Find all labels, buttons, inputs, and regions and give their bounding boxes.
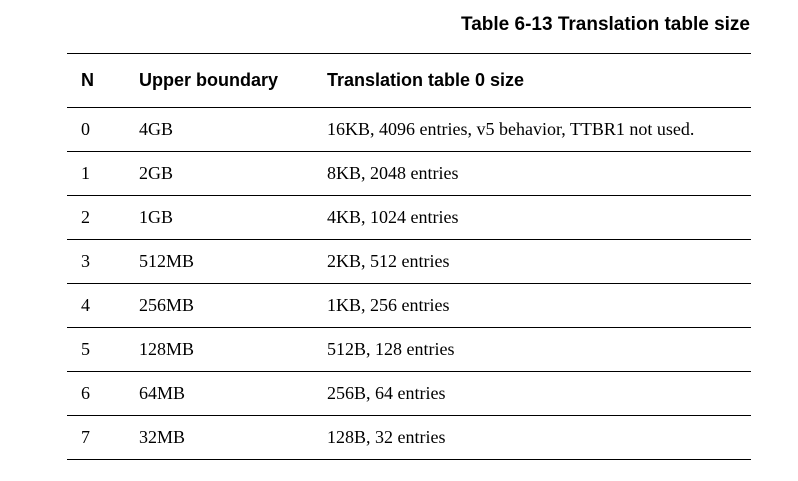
cell-table-size: 256B, 64 entries: [327, 371, 751, 416]
cell-n: 6: [67, 371, 139, 416]
cell-table-size: 2KB, 512 entries: [327, 239, 751, 284]
column-header-upper-boundary: Upper boundary: [139, 53, 327, 108]
column-header-n: N: [67, 53, 139, 108]
cell-upper-boundary: 1GB: [139, 195, 327, 240]
cell-table-size: 4KB, 1024 entries: [327, 195, 751, 240]
cell-table-size: 512B, 128 entries: [327, 327, 751, 372]
cell-n: 7: [67, 415, 139, 460]
cell-table-size: 16KB, 4096 entries, v5 behavior, TTBR1 n…: [327, 107, 751, 152]
cell-n: 1: [67, 151, 139, 196]
table-header-row: N Upper boundary Translation table 0 siz…: [67, 53, 751, 108]
cell-upper-boundary: 64MB: [139, 371, 327, 416]
cell-upper-boundary: 32MB: [139, 415, 327, 460]
table-row: 0 4GB 16KB, 4096 entries, v5 behavior, T…: [67, 107, 751, 152]
table-row: 3 512MB 2KB, 512 entries: [67, 239, 751, 284]
cell-table-size: 8KB, 2048 entries: [327, 151, 751, 196]
cell-upper-boundary: 512MB: [139, 239, 327, 284]
cell-upper-boundary: 2GB: [139, 151, 327, 196]
cell-table-size: 1KB, 256 entries: [327, 283, 751, 328]
column-header-table-size: Translation table 0 size: [327, 53, 751, 108]
cell-upper-boundary: 256MB: [139, 283, 327, 328]
table-row: 4 256MB 1KB, 256 entries: [67, 283, 751, 328]
table-row: 1 2GB 8KB, 2048 entries: [67, 151, 751, 196]
cell-n: 0: [67, 107, 139, 152]
cell-upper-boundary: 4GB: [139, 107, 327, 152]
translation-table: N Upper boundary Translation table 0 siz…: [67, 53, 751, 460]
cell-table-size: 128B, 32 entries: [327, 415, 751, 460]
cell-n: 5: [67, 327, 139, 372]
table-caption: Table 6-13 Translation table size: [461, 14, 750, 35]
cell-upper-boundary: 128MB: [139, 327, 327, 372]
table-row: 2 1GB 4KB, 1024 entries: [67, 195, 751, 240]
table-row: 7 32MB 128B, 32 entries: [67, 415, 751, 460]
cell-n: 4: [67, 283, 139, 328]
cell-n: 3: [67, 239, 139, 284]
table-row: 5 128MB 512B, 128 entries: [67, 327, 751, 372]
cell-n: 2: [67, 195, 139, 240]
table-row: 6 64MB 256B, 64 entries: [67, 371, 751, 416]
